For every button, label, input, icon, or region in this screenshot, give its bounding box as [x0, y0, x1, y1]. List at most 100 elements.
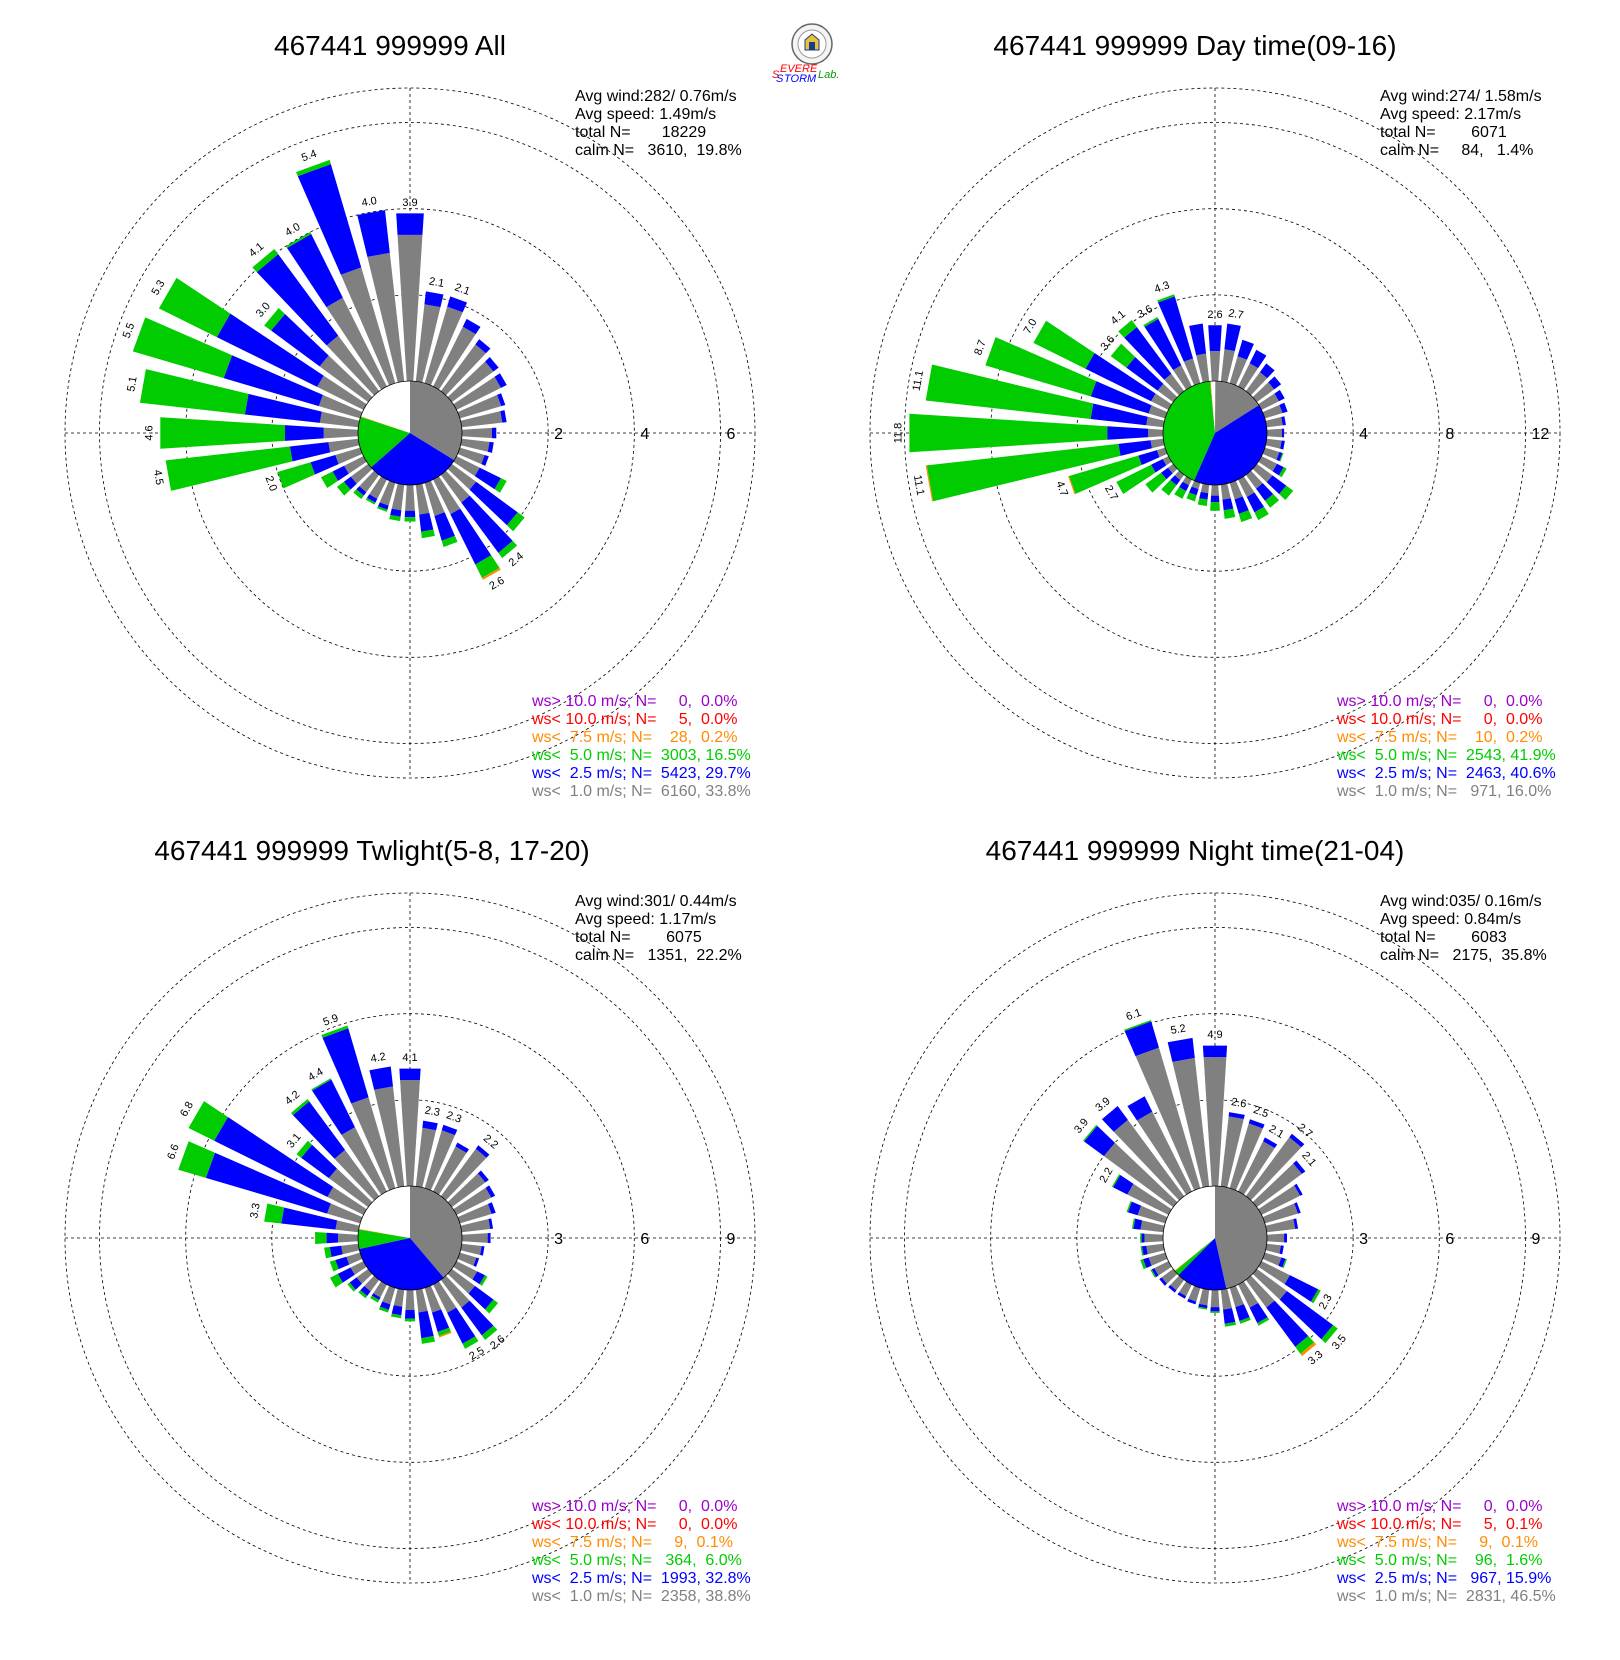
rose-bar-segment [1203, 1057, 1227, 1187]
rose-bar-segment [1148, 428, 1164, 438]
rose-bar-segment [1222, 498, 1234, 511]
stats-avg-wind: Avg wind:282/ 0.76m/s [575, 88, 737, 105]
rose-bar-segment [1295, 1335, 1315, 1354]
rose-bar-segment [292, 1101, 346, 1159]
bar-value-label: 5.3 [149, 278, 167, 297]
legend-entry: ws< 1.0 m/s; N= 2358, 38.8% [531, 1588, 751, 1605]
rose-bar-segment [431, 1309, 450, 1332]
rose-bar-segment [1198, 1306, 1208, 1310]
rose-bar-segment [344, 456, 367, 474]
rose-bar-segment [1133, 1218, 1143, 1230]
bar-value-label: 5.4 [300, 148, 318, 165]
bar-value-label: 4.1 [1109, 308, 1128, 327]
rose-bar-segment [488, 1218, 494, 1230]
rose-bar-segment [1127, 1096, 1153, 1121]
rose-bar-segment [1289, 1133, 1305, 1148]
rose-bar-segment [1211, 484, 1219, 496]
legend-entry: ws> 10.0 m/s; N= 0, 0.0% [1336, 1498, 1542, 1515]
rose-bar-segment [1174, 487, 1187, 499]
stats-calm: calm N= 1351, 22.2% [575, 947, 742, 964]
rose-bar-segment [404, 1318, 416, 1322]
bar-value-label: 3.3 [1306, 1349, 1325, 1368]
rose-bar-segment [1265, 1219, 1296, 1233]
rose-bar-segment [1258, 1185, 1301, 1215]
rose-bar-segment [461, 427, 492, 439]
rose-bar-segment [1138, 450, 1160, 466]
rose-bar-segment [322, 1028, 369, 1104]
rose-bar-segment [447, 361, 494, 403]
rose-bar-segment [214, 1117, 334, 1197]
calm-pie-slice [1174, 1238, 1215, 1275]
rose-bar-segment [1281, 416, 1286, 426]
rose-bar-segment [1157, 294, 1175, 303]
rose-bar-segment [1280, 440, 1285, 450]
rose-bar-segment [447, 1268, 475, 1294]
rose-bar-segment [1179, 481, 1190, 492]
rose-bar-segment [216, 313, 324, 387]
rose-bar-segment [312, 1079, 355, 1135]
rose-bar-segment [494, 373, 507, 388]
legend-entry: ws< 1.0 m/s; N= 2831, 46.5% [1336, 1588, 1556, 1605]
rose-bar-segment [1279, 485, 1294, 501]
rose-bar-segment [1208, 325, 1222, 352]
rose-bar-segment [1146, 416, 1165, 428]
bar-value-label: 4.1 [247, 241, 266, 260]
outer-ring [869, 892, 1561, 1584]
rose-bar-segment [1126, 357, 1164, 391]
rose-bar-segment [297, 164, 362, 275]
bar-value-label: 3.6 [1136, 303, 1155, 321]
logo-torm: TORM [784, 73, 817, 84]
calm-pie-slice [1210, 381, 1216, 433]
calm-pie-slice [1174, 1238, 1215, 1272]
calm-pie-slice [1163, 381, 1215, 481]
rose-bar-segment [422, 1120, 438, 1131]
rose-bar-segment [290, 1099, 310, 1116]
rose-bar-segment [421, 1336, 436, 1344]
bar-value-label: 3.1 [285, 1131, 304, 1150]
rose-bar-segment [1266, 1300, 1309, 1347]
rose-bar-segment [1107, 426, 1149, 440]
bar-value-label: 6.6 [165, 1143, 182, 1161]
rose-bar-segment [1254, 506, 1269, 521]
rose-bar-segment [338, 1233, 359, 1243]
stats-total: total N= 6071 [1380, 124, 1507, 141]
bar-value-label: 2.6 [1207, 309, 1222, 321]
calm-pie-slice [1215, 1186, 1267, 1289]
rose-bar-segment [1140, 1220, 1165, 1233]
rose-bar-segment [341, 1127, 387, 1195]
rose-bar-segment [447, 296, 468, 313]
legend-entry: ws< 5.0 m/s; N= 2543, 41.9% [1336, 747, 1556, 764]
bar-value-label: 8.7 [972, 338, 989, 356]
rose-bar-segment [461, 495, 513, 553]
rose-bar-segment [473, 1257, 480, 1267]
rose-bar-segment [1210, 1311, 1220, 1313]
logo-s2: S [776, 73, 784, 84]
rose-bar-segment [264, 1203, 285, 1224]
rose-bar-segment [1266, 1233, 1285, 1243]
rose-bar-segment [329, 1259, 339, 1272]
rose-bar-segment [1266, 428, 1282, 438]
rose-bar-segment [328, 438, 360, 453]
bar-value-label: 7.0 [1022, 317, 1040, 336]
logo-s1: S [772, 69, 780, 81]
rose-bar-segment [1143, 1257, 1152, 1269]
rose-bar-segment [371, 1293, 381, 1301]
rose-bar-segment [1157, 296, 1194, 362]
calm-circle [1162, 1185, 1268, 1291]
rose-bar-segment [457, 394, 502, 419]
rose-bar-segment [433, 1281, 457, 1313]
rose-bar-segment [356, 1268, 373, 1284]
rose-bar-segment [1279, 1291, 1334, 1340]
ring-label: 12 [1532, 426, 1550, 443]
rose-bar-segment [370, 1295, 380, 1303]
bar-value-label: 2.1 [428, 276, 445, 290]
wind-rose-panel: 467441 999999 Day time(09-16) 4 8 12 2.6 2.7 2… [869, 30, 1561, 800]
rose-bar-segment [350, 463, 373, 484]
rose-bar-segment [485, 1299, 499, 1314]
rose-bar-segment [1177, 1292, 1187, 1299]
rose-bar-segment [1140, 1259, 1147, 1270]
legend-entry: ws< 2.5 m/s; N= 5423, 29.7% [531, 765, 751, 782]
rose-bar-segment [1144, 318, 1182, 370]
rose-bar-segment [450, 508, 492, 565]
bar-value-label: 2.5 [467, 1345, 486, 1363]
